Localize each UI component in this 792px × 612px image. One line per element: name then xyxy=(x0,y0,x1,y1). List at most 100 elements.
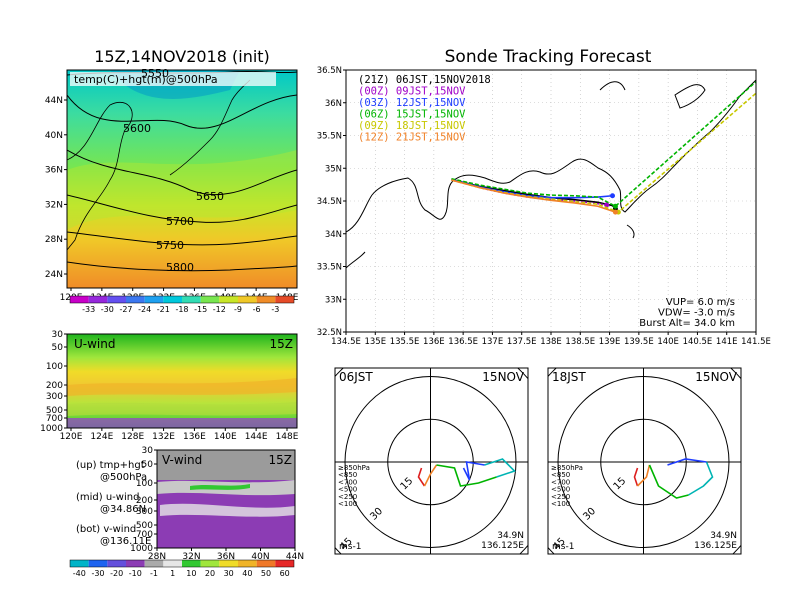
x-tick-label: 141.5E xyxy=(741,337,771,347)
y-tick-label: 200 xyxy=(136,496,153,506)
contour-label: 5600 xyxy=(123,122,151,135)
x-tick-label: 140E xyxy=(657,337,679,347)
coastline-noto xyxy=(599,81,626,91)
legend-entry: (09Z) 18JST,15NOV xyxy=(358,120,466,132)
legend-entry: (00Z) 09JST,15NOV xyxy=(358,86,466,98)
u-wind-band-upper xyxy=(67,378,297,396)
legend-line: @500hPa xyxy=(100,472,147,483)
hodo-lat: 34.9N xyxy=(497,531,524,541)
u-wind-time: 15Z xyxy=(270,337,294,351)
y-tick-label: 50 xyxy=(52,343,64,353)
hodo-legend-entry: <250 xyxy=(551,493,570,501)
temp-colorbar: -33 -30 -27 -24 -21 -18 -15 -12 -9 -6 -3 xyxy=(69,295,295,314)
x-tick-label: 140E xyxy=(214,432,237,442)
colorbar-cell xyxy=(219,296,238,303)
legend-line: (bot) v-wind xyxy=(76,524,136,535)
colorbar-cell xyxy=(88,560,108,567)
track-coast xyxy=(346,79,756,269)
hodo-time-label: 06JST xyxy=(339,370,373,384)
annotation: VUP= 6.0 m/s xyxy=(666,297,735,308)
v-wind-upper xyxy=(157,450,295,480)
hodo-background xyxy=(335,368,528,554)
y-tick-label: 33.5N xyxy=(317,263,342,273)
y-tick-label: 32N xyxy=(45,200,63,210)
hodo-segment xyxy=(484,458,516,478)
colorbar-label: 40 xyxy=(242,569,252,578)
hodo-legend-entry: ≥850hPa xyxy=(551,464,583,472)
y-tick-label: 1000 xyxy=(40,424,63,434)
map-subtitle-box xyxy=(70,72,276,86)
colorbar-label: -21 xyxy=(157,305,170,314)
hodo-frame xyxy=(547,367,742,555)
track-line xyxy=(451,80,756,208)
v-wind-time: 15Z xyxy=(269,453,293,467)
contour-label: 5800 xyxy=(166,261,194,274)
colorbar-cell xyxy=(182,560,201,567)
contour-label: 5650 xyxy=(196,190,224,203)
hodo-date-label: 15NOV xyxy=(695,370,737,384)
track-x-ticks: 134.5E 135E 135.5E 136E 136.5E 137E 137.5E 138E… xyxy=(331,332,771,347)
colorbar-label: -9 xyxy=(234,305,242,314)
v-wind-x-ticks: 28N 32N 36N 40N 44N xyxy=(148,548,304,562)
hodo-segment xyxy=(436,464,497,487)
y-tick-label: 1000 xyxy=(130,544,153,554)
x-tick-label: 136E xyxy=(183,432,206,442)
colorbar-frame xyxy=(69,559,295,568)
contour-label: 5550 xyxy=(141,67,169,80)
y-tick-label: 500 xyxy=(136,521,153,531)
x-tick-label: 141E xyxy=(716,337,738,347)
y-tick-label: 700 xyxy=(46,414,63,424)
x-tick-label: 135.5E xyxy=(390,337,420,347)
u-wind-band-lower xyxy=(67,402,297,416)
colorbar-label: 10 xyxy=(186,569,196,578)
track-line xyxy=(451,179,616,213)
contour-5700 xyxy=(67,194,297,223)
y-tick-label: 200 xyxy=(46,381,63,391)
u-wind-overlay xyxy=(67,378,297,428)
coastline-sado xyxy=(674,84,706,109)
colorbar-label: 30 xyxy=(224,569,234,578)
y-tick-label: 36N xyxy=(45,166,63,176)
contour-label: 5750 xyxy=(156,239,184,252)
colorbar-label: -1 xyxy=(150,569,158,578)
contour-label: 5700 xyxy=(166,215,194,228)
burst-point xyxy=(610,193,615,199)
x-tick-label: 139.5E xyxy=(624,337,654,347)
legend-line: (up) tmp+hgt xyxy=(76,460,145,471)
contour-5800 xyxy=(67,261,297,272)
annotation: Burst Alt= 34.0 km xyxy=(639,318,735,329)
x-tick-label: 136E xyxy=(423,337,445,347)
colorbar-cell xyxy=(126,560,145,567)
colorbar-label: -27 xyxy=(119,305,132,314)
hodo-legend-entry: <700 xyxy=(551,478,570,486)
x-tick-label: 135E xyxy=(364,337,386,347)
track-title: Sonde Tracking Forecast xyxy=(445,47,652,67)
legend-line: (mid) u-wind xyxy=(76,492,139,503)
colorbar-cell xyxy=(88,296,108,303)
burst-point xyxy=(612,209,618,215)
colorbar-label: -24 xyxy=(138,305,151,314)
y-tick-label: 40N xyxy=(45,131,63,141)
annotation: VDW= -3.0 m/s xyxy=(658,308,735,319)
hodo-legend-entry: <700 xyxy=(338,478,357,486)
v-wind-green xyxy=(190,484,250,490)
hodo-legend-entry: ≥850hPa xyxy=(338,464,370,472)
contour-5750 xyxy=(67,231,297,246)
hodo-segment xyxy=(417,467,426,487)
x-tick-label: 128E xyxy=(121,432,144,442)
x-tick-label: 144E xyxy=(245,432,268,442)
hodo-legend-entry: <100 xyxy=(338,500,357,508)
contour-5650 xyxy=(67,149,297,196)
hodo-segment xyxy=(633,467,639,487)
legend-line: @136.11E xyxy=(100,536,151,547)
x-tick-label: 28N xyxy=(148,552,166,562)
hodo-lon: 136.125E xyxy=(481,541,524,551)
colorbar-label: 1 xyxy=(170,569,175,578)
colorbar-cell xyxy=(182,296,201,303)
colorbar-cell xyxy=(107,560,126,567)
